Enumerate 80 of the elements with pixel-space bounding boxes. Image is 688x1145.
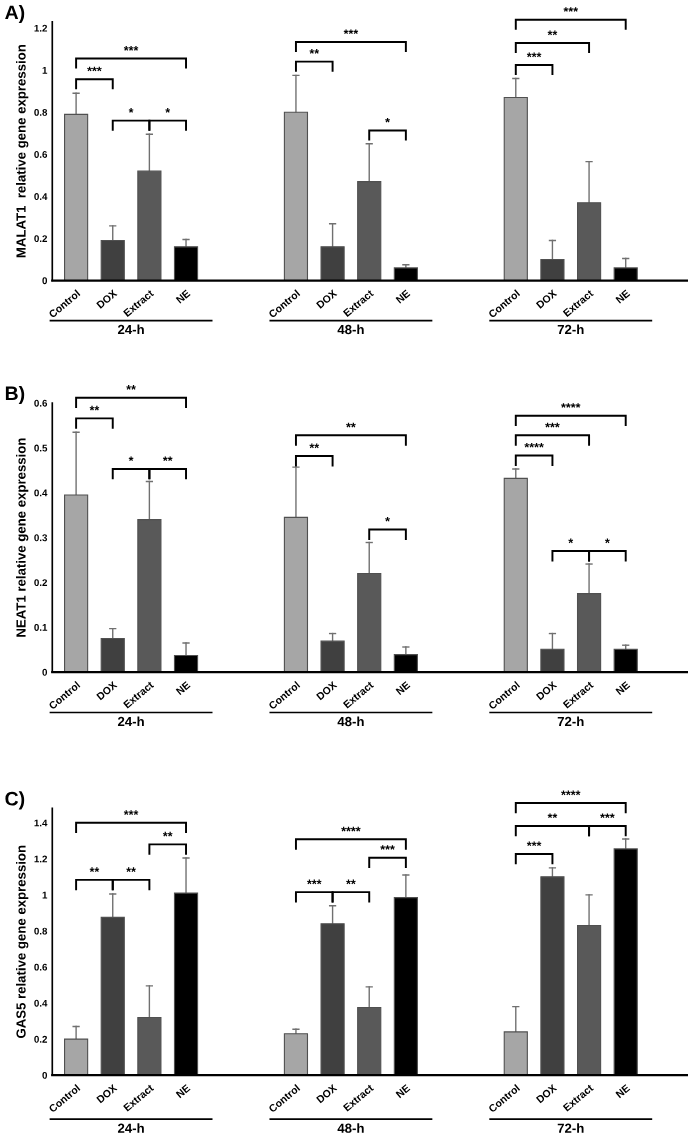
- annotation: ***: [123, 810, 139, 815]
- annotation: **: [126, 867, 136, 872]
- y-tick-label: 0: [42, 668, 48, 676]
- y-tick-label: 1.4: [34, 819, 48, 827]
- y-tick-label: 0.2: [34, 235, 48, 243]
- y-tick-label: 0.4: [34, 193, 48, 200]
- x-tick-label: NE: [175, 289, 191, 304]
- annotation: ***: [526, 52, 542, 58]
- annotation: ***: [307, 879, 322, 885]
- chart-title: C): [5, 791, 25, 810]
- x-tick-label: NE: [615, 1084, 631, 1099]
- annotation: ***: [526, 841, 542, 847]
- annotation: **: [346, 879, 356, 885]
- y-tick-label: 0.8: [34, 108, 48, 116]
- y-tick-label: 1: [42, 66, 48, 74]
- annotation: **: [89, 405, 100, 411]
- y-tick-label: 1: [42, 891, 48, 899]
- x-tick-label: NE: [395, 289, 411, 304]
- x-tick-label: NE: [395, 681, 411, 696]
- annotation: **: [89, 867, 100, 872]
- text: 48-h: [337, 1123, 364, 1133]
- text: 72-h: [557, 324, 584, 335]
- y-tick-label: 0.6: [34, 963, 48, 971]
- x-tick-label: NE: [615, 289, 631, 304]
- y-axis-title: MALAT1 relative gene expression: [16, 45, 29, 258]
- annotation: **: [346, 422, 356, 428]
- y-tick-label: 0.5: [34, 444, 48, 452]
- text: 24-h: [117, 324, 144, 335]
- annotation: **: [309, 443, 320, 449]
- annotation: *: [165, 108, 171, 113]
- annotation: ***: [600, 813, 615, 819]
- y-axis-title: GAS5 relative gene expression: [16, 845, 29, 1039]
- y-tick-label: 0.4: [34, 999, 48, 1007]
- chart-title: A): [5, 4, 25, 24]
- text: 72-h: [557, 1123, 584, 1133]
- annotation: *: [385, 117, 390, 123]
- annotation: ***: [123, 46, 139, 51]
- text: ****: [561, 790, 581, 796]
- annotation: *: [605, 538, 610, 544]
- y-tick-label: 0.1: [34, 624, 48, 631]
- annotation: *: [385, 516, 390, 522]
- y-tick-label: 0.4: [34, 489, 48, 497]
- y-axis-title: NEAT1 relative gene expression: [16, 438, 29, 637]
- annotation: **: [547, 813, 558, 819]
- chart-title: B): [5, 385, 25, 405]
- y-tick-label: 0.3: [34, 534, 48, 542]
- text: ***: [563, 7, 579, 12]
- annotation: **: [162, 831, 173, 837]
- y-tick-label: 0.6: [34, 399, 48, 407]
- annotation: ****: [341, 826, 361, 832]
- text: 24-h: [117, 716, 144, 727]
- y-tick-label: 0.2: [34, 579, 48, 587]
- y-tick-label: 0.6: [34, 151, 48, 158]
- annotation: ***: [545, 422, 560, 428]
- x-tick-label: NE: [615, 681, 631, 696]
- y-tick-label: 1.2: [34, 24, 48, 32]
- y-tick-label: 0: [42, 277, 48, 285]
- y-tick-label: 1.2: [34, 855, 48, 863]
- y-tick-label: 0: [42, 1071, 48, 1079]
- annotation: **: [162, 456, 173, 462]
- text: 48-h: [337, 716, 364, 727]
- annotation: *: [128, 456, 134, 462]
- text: 72-h: [557, 716, 584, 727]
- x-tick-label: NE: [395, 1084, 411, 1099]
- text: 24-h: [117, 1123, 144, 1133]
- text: 48-h: [337, 324, 364, 335]
- annotation: ****: [524, 442, 544, 448]
- annotation: **: [309, 49, 320, 54]
- y-tick-label: 0.2: [34, 1035, 48, 1043]
- y-tick-label: 0.8: [34, 927, 48, 935]
- x-tick-label: NE: [175, 1084, 191, 1099]
- annotation: *: [568, 538, 574, 544]
- annotation: ****: [561, 403, 581, 408]
- x-tick-label: NE: [175, 681, 191, 696]
- annotation: ***: [343, 29, 359, 35]
- text: **: [126, 385, 136, 390]
- annotation: *: [128, 108, 134, 113]
- annotation: ***: [87, 66, 102, 72]
- annotation: **: [547, 30, 558, 36]
- annotation: ***: [380, 845, 395, 850]
